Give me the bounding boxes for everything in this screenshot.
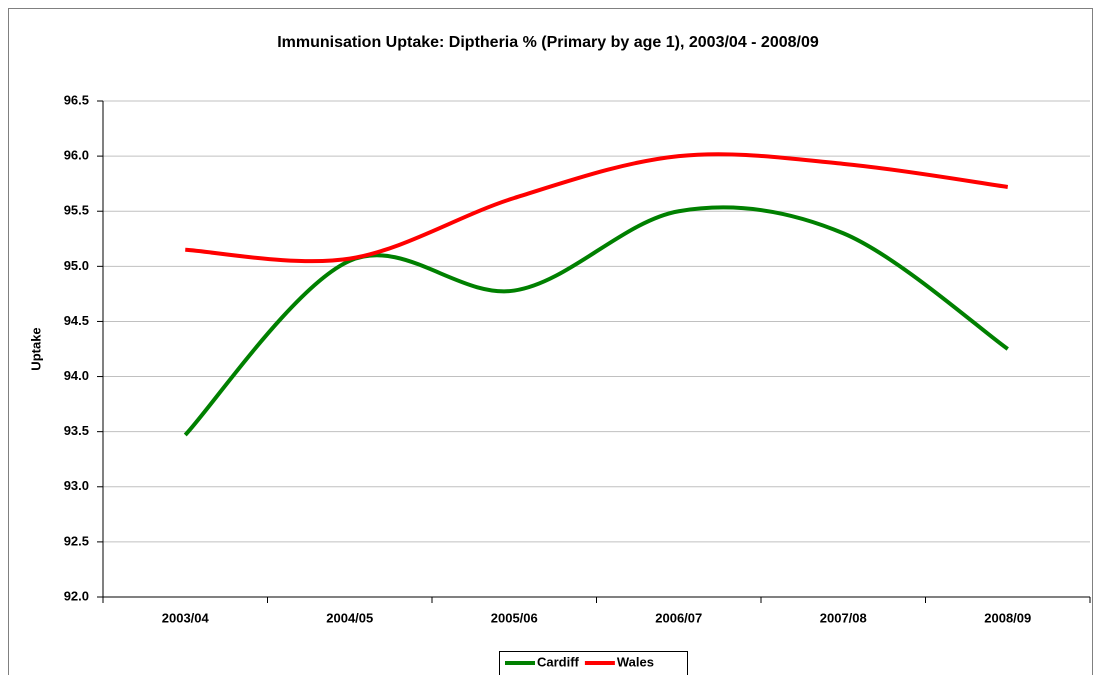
y-tick-label: 96.5 [64,92,89,107]
y-tick-label: 95.0 [64,258,89,273]
y-tick-label: 94.0 [64,368,89,383]
x-tick-label: 2005/06 [491,610,538,625]
x-tick-label: 2006/07 [655,610,702,625]
y-tick-label: 93.0 [64,478,89,493]
y-tick-label: 94.5 [64,313,89,328]
line-series [185,152,1009,264]
x-tick-label: 2007/08 [820,610,867,625]
y-tick-label: 92.0 [64,588,89,603]
y-tick-label: 95.5 [64,203,89,218]
x-tick-label: 2008/09 [984,610,1031,625]
line-series [183,205,1009,437]
legend-label: Wales [617,654,654,669]
legend-label: Cardiff [537,654,580,669]
x-tick-label: 2003/04 [162,610,210,625]
x-tick-label: 2004/05 [326,610,373,625]
y-tick-label: 93.5 [64,423,89,438]
y-tick-label: 92.5 [64,533,89,548]
chart-title: Immunisation Uptake: Diptheria % (Primar… [277,34,819,51]
chart-frame [8,8,1093,675]
y-axis-label: Uptake [28,327,43,370]
y-tick-label: 96.0 [64,148,89,163]
